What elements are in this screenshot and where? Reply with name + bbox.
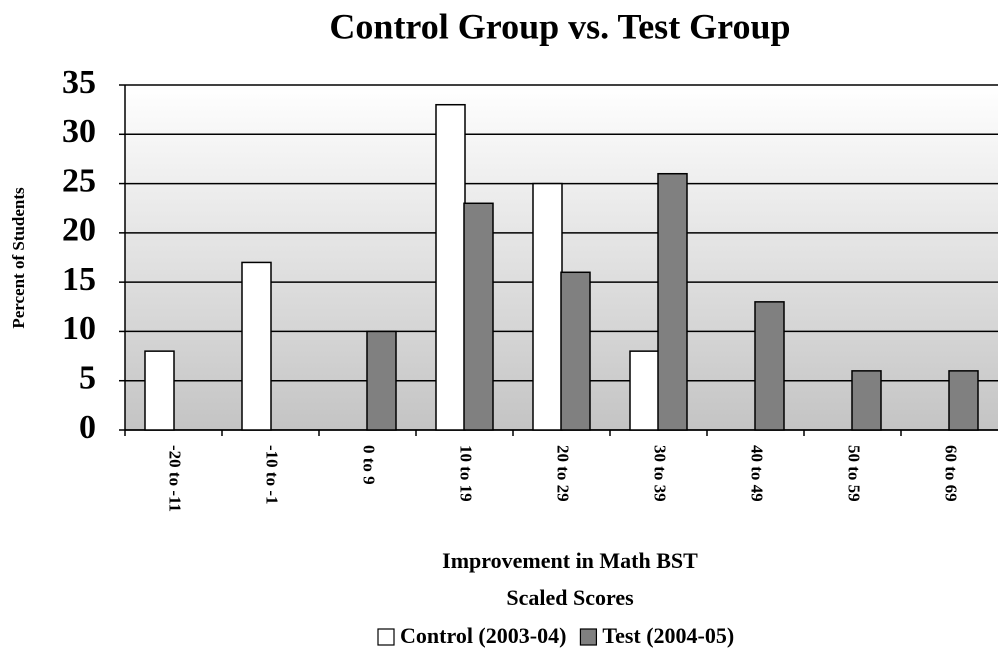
chart-title: Control Group vs. Test Group — [329, 6, 790, 46]
bar — [629, 350, 660, 431]
y-tick-label: 0 — [79, 409, 96, 446]
x-tick-label: 60 to 69 — [942, 445, 961, 502]
bar — [241, 261, 272, 431]
y-tick-label: 5 — [79, 360, 96, 397]
x-tick-label: -20 to -11 — [166, 445, 185, 512]
legend-swatch — [579, 628, 598, 646]
bar — [463, 202, 494, 431]
legend-label: Test (2004-05) — [602, 623, 734, 648]
x-tick-label: -10 to -1 — [263, 445, 282, 504]
bar — [560, 271, 591, 431]
bar — [532, 182, 563, 431]
bar — [948, 370, 979, 431]
y-tick-label: 30 — [62, 113, 96, 150]
bar — [144, 350, 175, 431]
x-tick-label: 40 to 49 — [748, 445, 767, 502]
bar — [754, 301, 785, 431]
legend-swatch — [377, 628, 395, 646]
bar — [851, 370, 882, 431]
y-tick-label: 15 — [62, 261, 96, 298]
x-tick-label: 0 to 9 — [360, 445, 379, 485]
y-tick-label: 10 — [62, 310, 96, 347]
x-tick-label: 10 to 19 — [457, 445, 476, 502]
y-tick-label: 25 — [62, 162, 96, 199]
y-axis-label: Percent of Students — [9, 187, 28, 329]
x-tick-label: 30 to 39 — [651, 445, 670, 502]
bar — [657, 172, 688, 431]
x-tick-label: 50 to 59 — [845, 445, 864, 502]
bar — [435, 103, 466, 431]
x-axis-label: Scaled Scores — [506, 585, 634, 610]
legend-label: Control (2003-04) — [400, 623, 566, 648]
y-tick-label: 20 — [62, 212, 96, 249]
y-tick-label: 35 — [62, 64, 96, 101]
bar — [366, 330, 397, 431]
x-tick-label: 20 to 29 — [554, 445, 573, 502]
x-axis-label: Improvement in Math BST — [442, 548, 698, 573]
